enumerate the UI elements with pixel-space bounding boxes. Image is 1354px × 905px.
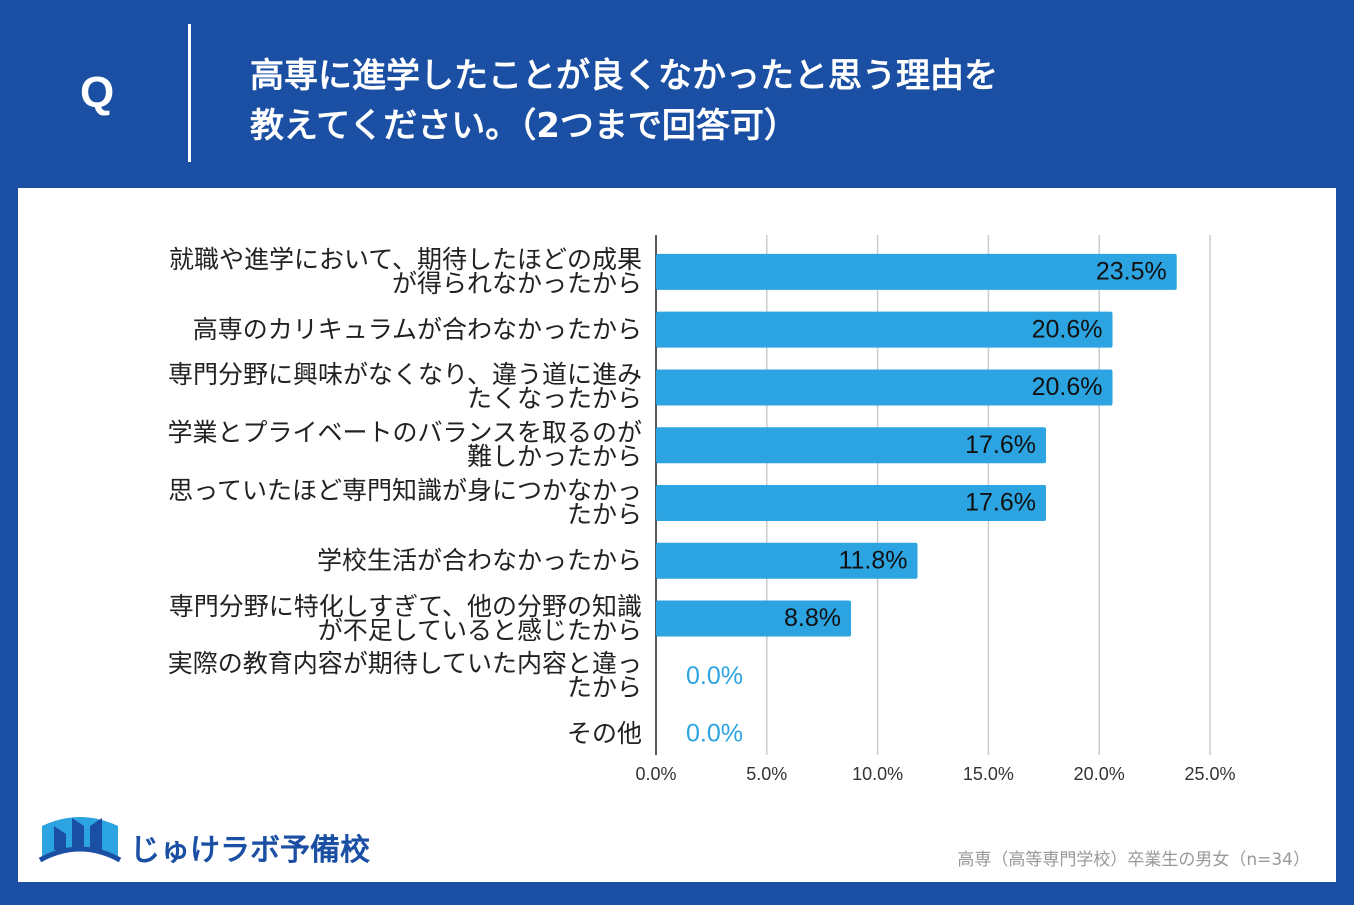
data-label: 8.8% [784,604,841,632]
category-label: 学業とプライベートのバランスを取るのが難しかったから [167,418,642,472]
category-label: 思っていたほど専門知識が身につかなかったから [168,476,642,529]
data-label: 0.0% [686,720,743,748]
bar [656,485,1047,521]
data-label: 23.5% [1096,257,1167,285]
logo-text: じゅけラボ予備校 [130,833,370,868]
category-label: 実際の教育内容が期待していた内容と違ったから [167,649,642,703]
category-label: 専門分野に興味がなくなり、違う道に進みたくなったから [167,360,642,414]
data-label: 20.6% [1032,315,1103,343]
data-label: 11.8% [838,546,907,574]
q-mark: Q [80,68,115,117]
title-line: 高専に進学したことが良くなかったと思う理由を [250,56,998,96]
bar [656,542,918,579]
panel [18,188,1336,882]
bar [656,600,852,637]
bar [656,427,1047,464]
x-tick-label: 10.0% [852,764,903,784]
logo-icon [38,817,122,863]
data-label: 17.6% [965,431,1036,459]
data-label: 20.6% [1032,373,1103,401]
x-tick-label: 15.0% [963,764,1014,784]
title-line: 教えてください。（2つまで回答可） [250,106,798,146]
footnote: 高専（高等専門学校）卒業生の男女（n=34） [957,850,1310,870]
x-tick-label: 20.0% [1074,764,1125,784]
data-label: 17.6% [965,489,1036,517]
x-tick-label: 25.0% [1184,764,1235,784]
category-label: その他 [566,719,642,749]
category-label: 高専のカリキュラムが合わなかったから [192,314,642,344]
category-label: 学校生活が合わなかったから [316,545,642,575]
category-label: 専門分野に特化しすぎて、他の分野の知識が不足していると感じたから [168,591,642,645]
bar [656,311,1113,348]
divider [188,24,191,162]
data-label: 0.0% [686,662,743,690]
bar [656,253,1177,290]
bar [656,369,1113,406]
x-tick-label: 5.0% [746,764,787,784]
category-label: 就職や進学において、期待したほどの成果が得られなかったから [168,244,642,298]
x-tick-label: 0.0% [635,764,676,784]
